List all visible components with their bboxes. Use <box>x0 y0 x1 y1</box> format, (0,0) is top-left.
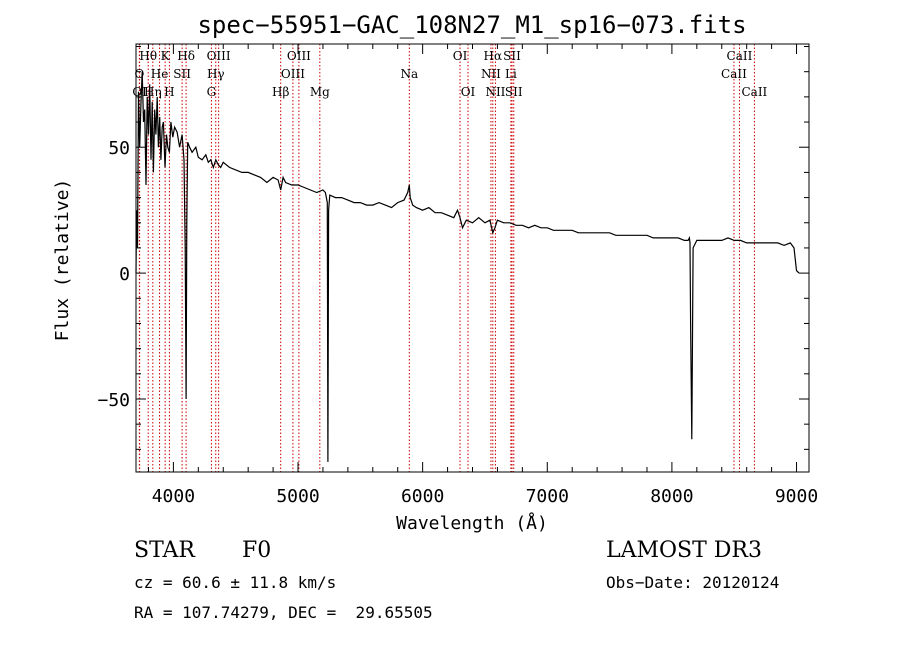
spectral-line-label: Hβ <box>272 85 289 99</box>
spectral-line-label: H <box>164 85 174 99</box>
x-tick-label: 8000 <box>650 486 693 507</box>
spectral-line-label: OI <box>461 85 476 99</box>
spectral-line-label: Hδ <box>177 49 195 63</box>
y-tick-label: 50 <box>108 138 130 159</box>
spectral-line-label: Hγ <box>207 67 225 81</box>
chart-title: spec−55951−GAC_108N27_M1_sp16−073.fits <box>197 11 746 39</box>
object-subclass: F0 <box>242 538 272 563</box>
spectral-line-label: OIII <box>287 49 311 63</box>
survey-name: LAMOST DR3 <box>606 538 762 563</box>
plot-frame <box>135 43 810 473</box>
y-tick-label: 0 <box>119 264 130 285</box>
spectral-line-markers <box>138 44 755 472</box>
redshift-velocity: cz = 60.6 ± 11.8 km/s <box>134 573 337 592</box>
spectral-line-label: Hη <box>144 85 162 99</box>
spectral-line-label: He <box>151 67 169 81</box>
spectral-line-label: NII <box>481 67 501 81</box>
spectral-line-label: SII <box>505 85 523 99</box>
x-tick-label: 7000 <box>526 486 569 507</box>
y-tick-label: −50 <box>97 390 130 411</box>
spectral-line-label: OIII <box>207 49 231 63</box>
y-axis-label: Flux (relative) <box>52 179 73 342</box>
spectral-line-label: SII <box>173 67 191 81</box>
x-tick-label: 6000 <box>401 486 444 507</box>
spectral-line-label: OIII <box>281 67 305 81</box>
coordinates: RA = 107.74279, DEC = 29.65505 <box>134 603 433 622</box>
spectral-line-label: Hα <box>484 49 503 63</box>
spectral-line-label: OI <box>453 49 468 63</box>
x-tick-label: 4000 <box>152 486 195 507</box>
observation-date: Obs−Date: 20120124 <box>606 573 780 592</box>
spectral-line-label: K <box>161 49 171 63</box>
axis-ticks: 4000 5000 6000 7000 8000 9000 −50 0 50 <box>97 44 818 507</box>
x-axis-label: Wavelength (Å) <box>396 512 548 534</box>
spectral-line-label: Mg <box>310 85 330 99</box>
spectral-line-label: SII <box>503 49 521 63</box>
spectral-line-label: CaII <box>727 49 753 63</box>
spectral-line-label: O <box>134 67 144 81</box>
object-class: STAR <box>134 538 195 563</box>
x-tick-label: 5000 <box>276 486 319 507</box>
spectral-line-label: Li <box>505 67 517 81</box>
x-tick-label: 9000 <box>775 486 818 507</box>
spectral-line-label: CaII <box>741 85 767 99</box>
spectral-line-label: Na <box>400 67 418 81</box>
spectrum-line <box>135 71 800 462</box>
spectral-line-label: NII <box>485 85 505 99</box>
spectral-line-label: CaII <box>721 67 747 81</box>
spectral-line-label: Hθ <box>139 49 157 63</box>
spectral-line-label: G <box>207 85 217 99</box>
